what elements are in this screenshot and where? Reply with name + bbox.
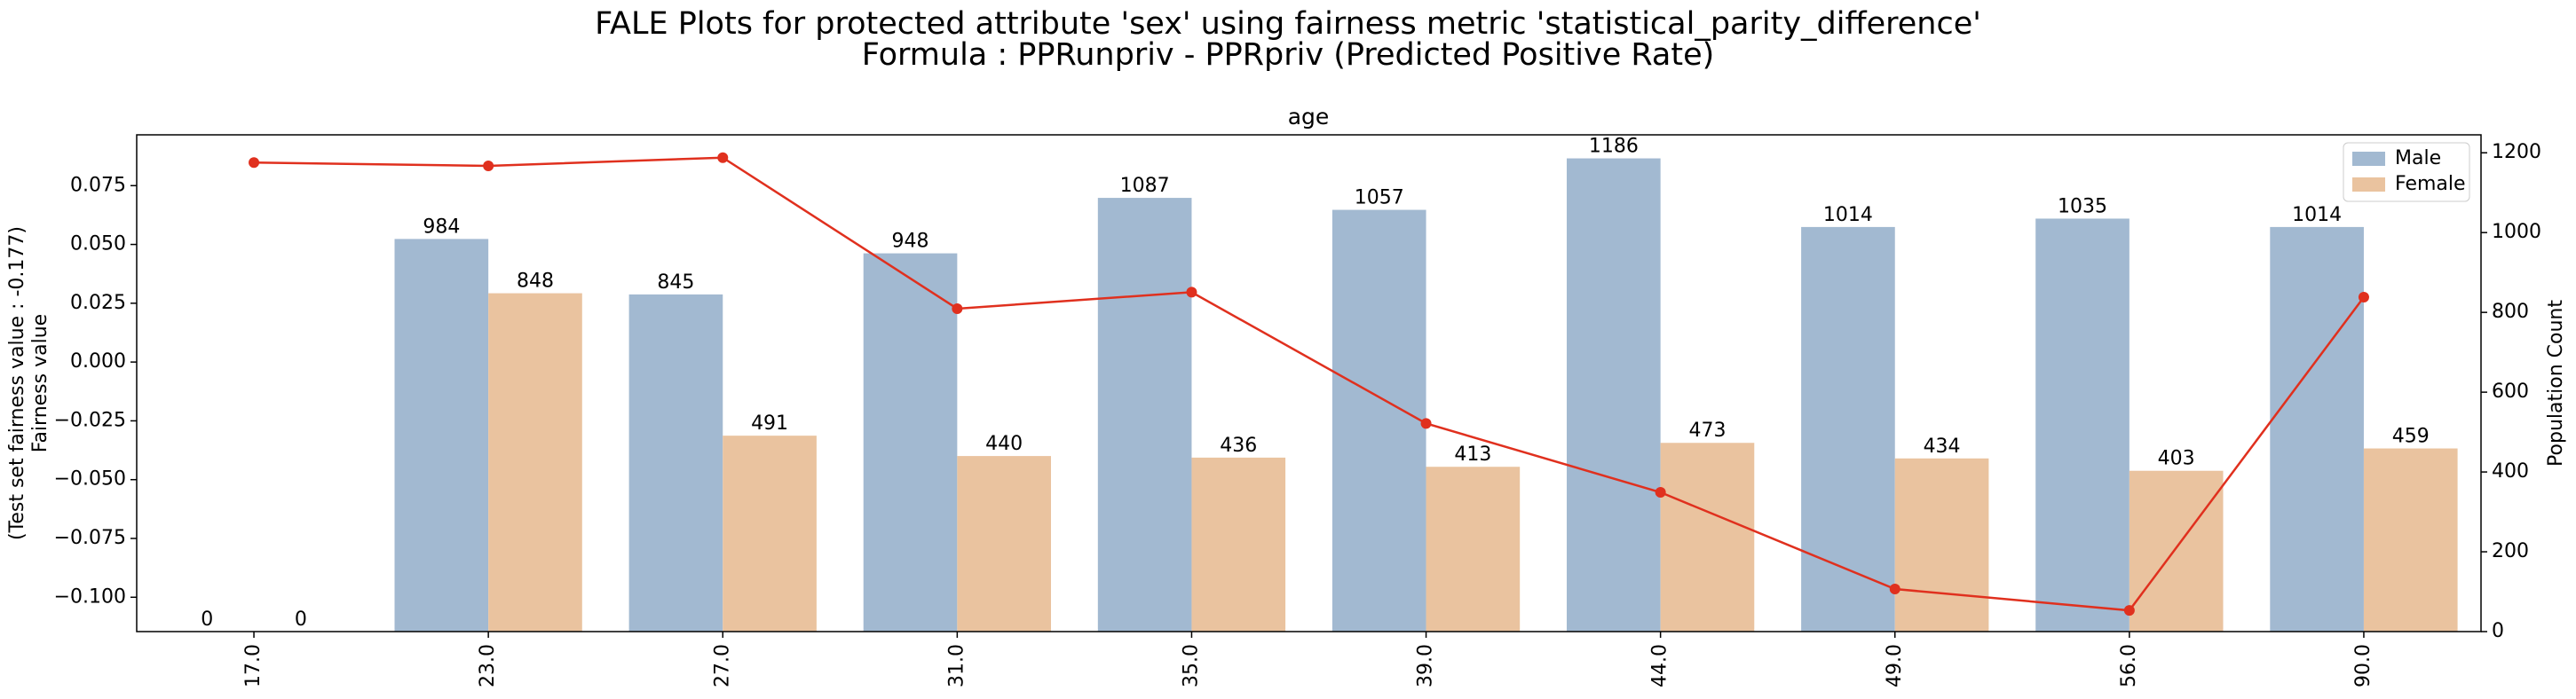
bar-value-label: 1035 [2058, 195, 2107, 217]
legend-swatch [2352, 152, 2385, 166]
bar-value-label: 403 [2158, 448, 2195, 470]
y-tick-label: −0.075 [54, 527, 126, 549]
fairness-point [717, 152, 729, 163]
x-tick-label: 49.0 [1884, 644, 1906, 687]
y2-tick-label: 800 [2492, 301, 2529, 323]
bar [488, 293, 582, 632]
legend-label: Male [2395, 147, 2441, 169]
y2-tick-label: 1200 [2492, 141, 2541, 163]
bar [1331, 209, 1426, 632]
bar-value-label: 434 [1924, 436, 1961, 458]
bar [723, 436, 817, 632]
plot-frame [136, 134, 2482, 632]
axis-title: age [1288, 104, 1330, 130]
bar [1426, 467, 1521, 632]
bar [1660, 443, 1755, 632]
y-tick-label: 0.025 [70, 292, 126, 314]
bar-value-label: 1186 [1589, 136, 1639, 158]
y-axis-label: Fairness value [29, 314, 51, 452]
bar [957, 456, 1051, 632]
x-tick-label: 35.0 [1180, 644, 1202, 687]
x-tick-label: 27.0 [711, 644, 733, 687]
y2-axis-label: Population Count [2545, 300, 2567, 467]
bar-value-label: 1014 [1823, 204, 1873, 226]
fairness-point [1420, 418, 1432, 429]
legend-label: Female [2395, 173, 2466, 195]
y-tick-label: −0.100 [54, 585, 126, 608]
bar [863, 253, 958, 632]
y-tick-label: 0.075 [70, 174, 126, 196]
y-tick-label: −0.025 [54, 409, 126, 431]
y2-tick-label: 600 [2492, 381, 2529, 403]
y2-tick-label: 400 [2492, 460, 2529, 483]
x-tick-label: 39.0 [1415, 644, 1437, 687]
x-tick-label: 90.0 [2352, 644, 2375, 687]
bar [1097, 198, 1192, 632]
bar [2129, 470, 2224, 632]
bar-value-label: 0 [295, 609, 307, 631]
y2-tick-label: 0 [2492, 620, 2504, 642]
chart-title: FALE Plots for protected attribute 'sex'… [595, 6, 1981, 42]
y-tick-label: 0.000 [70, 350, 126, 373]
fairness-point [249, 157, 260, 169]
fairness-point [2358, 291, 2369, 302]
bar [2270, 226, 2364, 632]
x-tick-label: 44.0 [1649, 644, 1671, 687]
x-tick-label: 17.0 [242, 644, 265, 687]
x-tick-label: 31.0 [945, 644, 968, 687]
legend-swatch [2352, 177, 2385, 192]
x-tick-label: 56.0 [2118, 644, 2140, 687]
bar [1894, 458, 1989, 632]
fairness-point [1655, 487, 1666, 499]
y2-tick-label: 1000 [2492, 221, 2541, 243]
y2-tick-label: 200 [2492, 540, 2529, 562]
bar-value-label: 848 [517, 271, 554, 293]
bar-value-label: 984 [423, 216, 460, 238]
fairness-point [1889, 584, 1900, 595]
y-tick-label: −0.050 [54, 468, 126, 491]
bar-value-label: 845 [657, 271, 694, 294]
bar [2363, 448, 2458, 632]
fairness-point [2123, 605, 2135, 617]
bar [628, 294, 723, 632]
bar-value-label: 436 [1220, 435, 1257, 457]
y-tick-label: 0.050 [70, 233, 126, 255]
bar-value-label: 440 [985, 433, 1023, 455]
bar-value-label: 948 [892, 231, 929, 253]
bar [2035, 218, 2130, 632]
fairness-line [254, 156, 2365, 612]
bar [1191, 457, 1286, 632]
bar [394, 239, 489, 632]
bar-value-label: 491 [751, 412, 788, 435]
bar [1801, 226, 1895, 632]
bar-value-label: 1057 [1355, 187, 1404, 209]
y-axis-note: (Test set fairness value : -0.177) [6, 226, 28, 540]
bar-value-label: 1014 [2292, 204, 2342, 226]
bar-value-label: 459 [2392, 426, 2430, 448]
x-tick-label: 23.0 [477, 644, 499, 687]
fairness-point [483, 161, 494, 171]
bar-value-label: 0 [201, 609, 213, 631]
chart-subtitle: Formula : PPRunpriv - PPRpriv (Predicted… [862, 37, 1715, 73]
bar-value-label: 413 [1454, 444, 1491, 466]
bar-value-label: 473 [1688, 420, 1726, 442]
bar-value-label: 1087 [1120, 175, 1170, 197]
fairness-point [1186, 287, 1197, 298]
fairness-point [952, 302, 963, 314]
bar [1567, 158, 1661, 632]
